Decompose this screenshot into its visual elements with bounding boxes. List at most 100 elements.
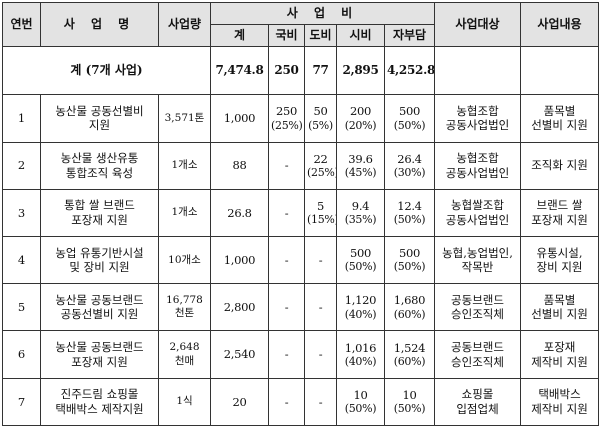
cell-national-line: 250 — [275, 104, 298, 119]
cell-city: 1,016 (40%) — [336, 330, 385, 379]
total-city: 2,895 — [336, 45, 385, 96]
cell-content: 유통시설, 장비 지원 — [520, 235, 599, 285]
cell-content-line: 선별비 지원 — [531, 118, 588, 133]
cell-self-line: (60%) — [393, 354, 426, 368]
header-total: 계 — [210, 24, 269, 47]
cell-province-line: (5%) — [308, 118, 333, 132]
cell-content-line: 장비 지원 — [536, 260, 583, 275]
cell-self: 1,680 (60%) — [384, 283, 435, 332]
cell-city-line: (50%) — [344, 402, 377, 416]
cell-city: 500 (50%) — [336, 235, 385, 285]
cell-target-line: 공동브랜드 — [451, 340, 504, 355]
cell-project-line: 포장재 지원 — [71, 212, 128, 227]
cell-content-line: 브랜드 쌀 — [536, 198, 583, 213]
cell-total: 20 — [210, 377, 269, 427]
cell-quantity-line: 3,571톤 — [164, 111, 205, 124]
cell-self-line: 1,524 — [393, 340, 426, 355]
cell-city-line: 1,016 — [344, 340, 377, 355]
cell-target-line: 농협조합 — [456, 151, 499, 166]
cell-self-line: 500 — [398, 246, 421, 261]
cell-national: - — [268, 235, 305, 285]
cell-content: 품목별 선별비 지원 — [520, 283, 599, 332]
cell-content-line: 포장재 지원 — [531, 212, 588, 227]
table-row: 1 농산물 공동선별비 지원 3,571톤 1,000 250 (25%) 50 (5%) 200… — [2, 94, 599, 143]
cell-target: 쇼핑몰 입점업체 — [434, 377, 521, 427]
cell-total: 88 — [210, 141, 269, 190]
cell-national: - — [268, 377, 305, 427]
cell-target-line: 승인조직체 — [451, 307, 504, 322]
cell-target-line: 승인조직체 — [451, 354, 504, 369]
cell-quantity: 1식 — [158, 377, 211, 427]
table-row: 2 농산물 생산유통 통합조직 육성 1개소 88-22 (25%) 39.6 (45%) 26… — [2, 141, 599, 190]
cell-city-line: (45%) — [344, 165, 377, 179]
cell-province-line: - — [318, 252, 323, 267]
cell-province-line: - — [318, 300, 323, 315]
cell-self: 10 (50%) — [384, 377, 435, 427]
cell-self: 26.4 (30%) — [384, 141, 435, 190]
header-budget: 사 업 비 — [210, 2, 435, 25]
cell-quantity-line: 1개소 — [171, 206, 198, 219]
cell-project-line: 농업 유통기반시설 — [55, 245, 144, 260]
cell-project-line: 통합 쌀 브랜드 — [64, 198, 135, 213]
cell-content-line: 품목별 — [543, 292, 576, 307]
cell-self-line: 12.4 — [397, 198, 422, 213]
cell-project-line: 농산물 생산유통 — [60, 151, 139, 166]
cell-no: 6 — [2, 330, 41, 379]
cell-project: 진주드림 쇼핑몰 택배박스 제작지원 — [40, 377, 159, 427]
cell-no: 1 — [2, 94, 41, 143]
cell-content: 품목별 선별비 지원 — [520, 94, 599, 143]
cell-self: 500 (50%) — [384, 235, 435, 285]
cell-province-line: 50 — [313, 104, 328, 119]
cell-city: 200 (20%) — [336, 94, 385, 143]
total-row: 계 (7개 사업) 7,474.8 250 77 2,895 4,252.8 — [2, 45, 599, 96]
cell-national: 250 (25%) — [268, 94, 305, 143]
cell-quantity: 16,778 천톤 — [158, 283, 211, 332]
cell-quantity-line: 10개소 — [168, 253, 201, 266]
cell-quantity-line: 천톤 — [174, 307, 195, 320]
cell-content-line: 조직화 지원 — [531, 158, 588, 173]
cell-province-line: - — [318, 394, 323, 409]
cell-target-line: 농협쌀조합 — [451, 198, 504, 213]
cell-province-line: 5 — [316, 198, 325, 213]
header-province: 도비 — [304, 24, 337, 47]
cell-province: - — [304, 283, 337, 332]
cell-national-line: (25%) — [271, 118, 303, 132]
cell-target-line: 농협,농업법인, — [442, 245, 513, 260]
cell-no: 5 — [2, 283, 41, 332]
cell-target-line: 공동사업법인 — [445, 165, 510, 180]
cell-no: 7 — [2, 377, 41, 427]
cell-total: 2,800 — [210, 283, 269, 332]
cell-national-line: - — [284, 300, 289, 315]
cell-self: 500 (50%) — [384, 94, 435, 143]
cell-target-line: 공동브랜드 — [451, 292, 504, 307]
cell-city: 39.6 (45%) — [336, 141, 385, 190]
cell-self-line: (50%) — [393, 260, 426, 274]
cell-content-line: 제작비 지원 — [531, 401, 588, 416]
cell-self-line: (30%) — [393, 165, 426, 179]
cell-target-line: 공동사업법인 — [445, 118, 510, 133]
table-row: 4 농업 유통기반시설 및 장비 지원 10개소 1,000- -500 (50%) 500(… — [2, 235, 599, 285]
cell-national: - — [268, 283, 305, 332]
cell-province-line: - — [318, 347, 323, 362]
cell-self-line: 26.4 — [397, 151, 422, 166]
table-row: 7 진주드림 쇼핑몰 택배박스 제작지원 1식 20- -10 (50%) 10 (50%) 쇼핑… — [2, 377, 599, 427]
cell-quantity-line: 1개소 — [171, 159, 198, 172]
cell-city-line: (40%) — [344, 307, 377, 321]
cell-total: 1,000 — [210, 94, 269, 143]
cell-city-line: 39.6 — [348, 151, 373, 166]
cell-province: 22 (25%) — [304, 141, 337, 190]
cell-target-line: 입점업체 — [456, 401, 499, 416]
cell-city-line: (35%) — [344, 213, 377, 227]
cell-project-line: 농산물 공동브랜드 — [55, 292, 144, 307]
cell-no: 4 — [2, 235, 41, 285]
cell-content-line: 택배박스 — [538, 387, 581, 402]
cell-project-line: 공동선별비 지원 — [60, 307, 139, 322]
header-project: 사 업 명 — [40, 2, 159, 47]
cell-city-line: 200 — [349, 104, 372, 119]
cell-city: 9.4 (35%) — [336, 188, 385, 237]
cell-self-line: 1,680 — [393, 293, 426, 308]
header-quantity: 사업량 — [158, 2, 211, 47]
total-province: 77 — [304, 45, 337, 96]
cell-target: 공동브랜드 승인조직체 — [434, 330, 521, 379]
cell-target: 공동브랜드 승인조직체 — [434, 283, 521, 332]
